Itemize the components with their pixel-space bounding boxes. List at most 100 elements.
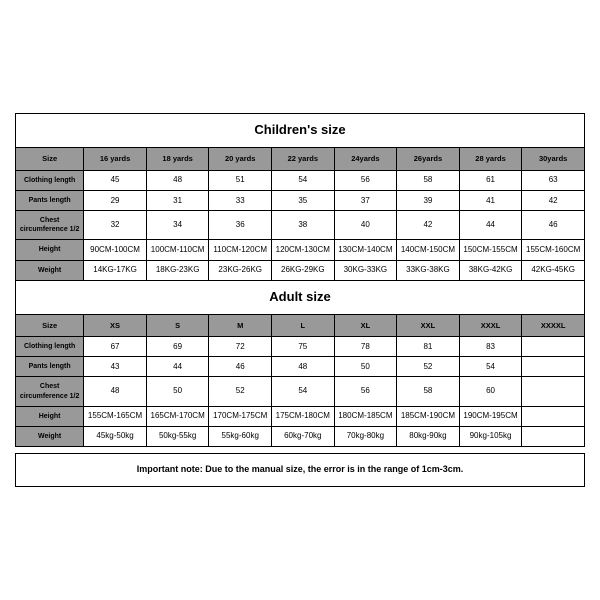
data-cell: 44	[459, 211, 522, 240]
table-row: Chest circumference 1/2 32 34 36 38 40 4…	[16, 211, 585, 240]
data-cell: 58	[397, 377, 460, 406]
children-header-3: 20 yards	[209, 148, 272, 171]
data-cell: 55kg-60kg	[209, 426, 272, 446]
data-cell: 42	[397, 211, 460, 240]
adult-title: Adult size	[16, 280, 585, 314]
adult-header-7: XXXL	[459, 314, 522, 337]
data-cell: 78	[334, 337, 397, 357]
data-cell: 110CM-120CM	[209, 240, 272, 260]
data-cell: 130CM-140CM	[334, 240, 397, 260]
data-cell: 44	[146, 357, 209, 377]
row-label: Clothing length	[16, 337, 84, 357]
row-label: Height	[16, 406, 84, 426]
data-cell: 42KG-45KG	[522, 260, 585, 280]
row-label: Height	[16, 240, 84, 260]
data-cell: 75	[272, 337, 335, 357]
data-cell: 50	[146, 377, 209, 406]
data-cell: 34	[146, 211, 209, 240]
table-row: Clothing length 45 48 51 54 56 58 61 63	[16, 171, 585, 191]
row-label: Clothing length	[16, 171, 84, 191]
data-cell: 23KG-26KG	[209, 260, 272, 280]
data-cell: 180CM-185CM	[334, 406, 397, 426]
data-cell: 185CM-190CM	[397, 406, 460, 426]
data-cell	[522, 406, 585, 426]
data-cell: 45kg-50kg	[84, 426, 147, 446]
data-cell: 39	[397, 191, 460, 211]
adult-header-6: XXL	[397, 314, 460, 337]
table-row: Weight 14KG-17KG 18KG-23KG 23KG-26KG 26K…	[16, 260, 585, 280]
data-cell: 31	[146, 191, 209, 211]
data-cell: 54	[459, 357, 522, 377]
data-cell: 72	[209, 337, 272, 357]
row-label: Pants length	[16, 191, 84, 211]
data-cell: 170CM-175CM	[209, 406, 272, 426]
adult-header-2: S	[146, 314, 209, 337]
data-cell: 54	[272, 377, 335, 406]
data-cell: 26KG-29KG	[272, 260, 335, 280]
data-cell: 63	[522, 171, 585, 191]
data-cell: 80kg-90kg	[397, 426, 460, 446]
data-cell: 155CM-160CM	[522, 240, 585, 260]
data-cell: 90CM-100CM	[84, 240, 147, 260]
table-row: Chest circumference 1/2 48 50 52 54 56 5…	[16, 377, 585, 406]
data-cell: 50	[334, 357, 397, 377]
row-label: Chest circumference 1/2	[16, 211, 84, 240]
data-cell: 83	[459, 337, 522, 357]
data-cell: 37	[334, 191, 397, 211]
children-header-8: 30yards	[522, 148, 585, 171]
data-cell: 36	[209, 211, 272, 240]
data-cell: 54	[272, 171, 335, 191]
data-cell: 29	[84, 191, 147, 211]
adult-header-3: M	[209, 314, 272, 337]
table-row: Clothing length 67 69 72 75 78 81 83	[16, 337, 585, 357]
data-cell: 51	[209, 171, 272, 191]
data-cell	[522, 337, 585, 357]
data-cell: 38	[272, 211, 335, 240]
row-label: Chest circumference 1/2	[16, 377, 84, 406]
children-header-0: Size	[16, 148, 84, 171]
adult-header-1: XS	[84, 314, 147, 337]
table-row: Pants length 43 44 46 48 50 52 54	[16, 357, 585, 377]
data-cell: 48	[146, 171, 209, 191]
adult-header-4: L	[272, 314, 335, 337]
data-cell: 43	[84, 357, 147, 377]
data-cell: 81	[397, 337, 460, 357]
data-cell	[522, 377, 585, 406]
data-cell: 38KG-42KG	[459, 260, 522, 280]
data-cell: 46	[209, 357, 272, 377]
important-note: Important note: Due to the manual size, …	[16, 453, 585, 486]
data-cell	[522, 426, 585, 446]
adult-header-row: Size XS S M L XL XXL XXXL XXXXL	[16, 314, 585, 337]
data-cell: 150CM-155CM	[459, 240, 522, 260]
data-cell: 69	[146, 337, 209, 357]
data-cell: 190CM-195CM	[459, 406, 522, 426]
children-header-7: 28 yards	[459, 148, 522, 171]
data-cell: 40	[334, 211, 397, 240]
data-cell: 155CM-165CM	[84, 406, 147, 426]
data-cell: 33	[209, 191, 272, 211]
data-cell: 48	[272, 357, 335, 377]
table-row: Pants length 29 31 33 35 37 39 41 42	[16, 191, 585, 211]
data-cell: 140CM-150CM	[397, 240, 460, 260]
data-cell: 52	[209, 377, 272, 406]
data-cell: 46	[522, 211, 585, 240]
data-cell: 48	[84, 377, 147, 406]
data-cell: 175CM-180CM	[272, 406, 335, 426]
children-header-row: Size 16 yards 18 yards 20 yards 22 yards…	[16, 148, 585, 171]
data-cell: 165CM-170CM	[146, 406, 209, 426]
data-cell: 30KG-33KG	[334, 260, 397, 280]
data-cell: 120CM-130CM	[272, 240, 335, 260]
data-cell: 50kg-55kg	[146, 426, 209, 446]
data-cell: 32	[84, 211, 147, 240]
data-cell: 45	[84, 171, 147, 191]
data-cell: 14KG-17KG	[84, 260, 147, 280]
data-cell: 56	[334, 377, 397, 406]
children-header-2: 18 yards	[146, 148, 209, 171]
data-cell: 60	[459, 377, 522, 406]
data-cell: 61	[459, 171, 522, 191]
data-cell: 33KG-38KG	[397, 260, 460, 280]
data-cell: 67	[84, 337, 147, 357]
data-cell: 56	[334, 171, 397, 191]
children-header-5: 24yards	[334, 148, 397, 171]
children-title: Children's size	[16, 114, 585, 148]
